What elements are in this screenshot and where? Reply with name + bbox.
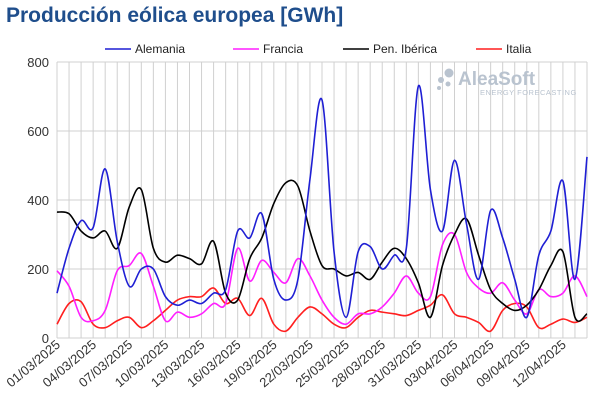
grid — [56, 61, 588, 339]
legend-label-francia: Francia — [263, 42, 303, 56]
y-tick-label: 200 — [27, 262, 49, 277]
aleasoft-logo-icon — [437, 68, 454, 90]
series-line-pen-ib-rica — [56, 179, 588, 323]
aleasoft-watermark: AleaSoft ENERGY FORECASTING — [437, 68, 577, 97]
series-line-francia — [56, 231, 588, 326]
watermark-brand: AleaSoft — [458, 69, 536, 90]
series-lines — [56, 84, 588, 333]
legend-label-alemania: Alemania — [135, 42, 185, 56]
legend: Alemania Francia Pen. Ibérica Italia — [105, 42, 532, 56]
chart-title: Producción eólica europea [GWh] — [6, 4, 344, 27]
y-tick-label: 0 — [42, 331, 49, 346]
y-tick-label: 600 — [27, 124, 49, 139]
legend-label-pen-ib-rica: Pen. Ibérica — [373, 42, 437, 56]
y-tick-label: 800 — [27, 55, 49, 70]
series-line-italia — [56, 287, 588, 333]
watermark-tagline: ENERGY FORECASTING — [480, 88, 577, 97]
y-tick-label: 400 — [27, 193, 49, 208]
legend-label-italia: Italia — [506, 42, 532, 56]
series-line-alemania — [56, 84, 588, 319]
